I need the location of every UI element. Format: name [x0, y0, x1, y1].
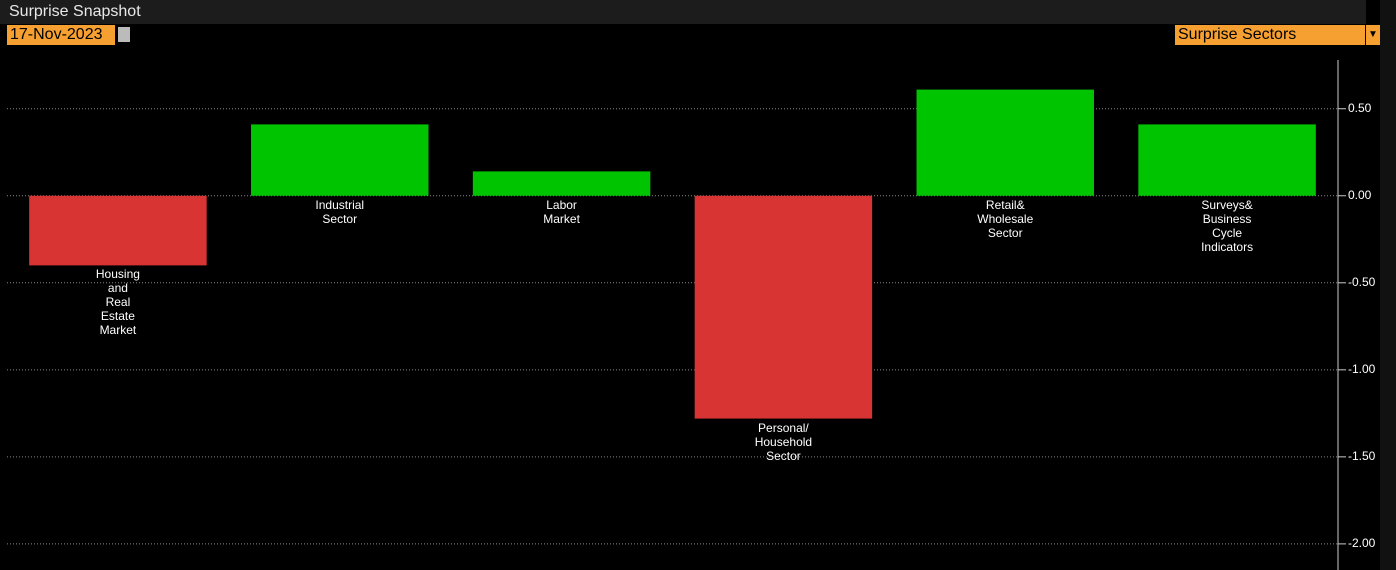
category-label: Surveys& Business Cycle Indicators [1201, 197, 1254, 254]
y-tick-label: -1.00 [1348, 362, 1376, 376]
dropdown-arrow[interactable]: ▼ [1366, 25, 1380, 45]
bar [472, 171, 651, 196]
date-field[interactable]: 17-Nov-2023 [7, 25, 115, 45]
y-tick-label: -1.50 [1348, 449, 1376, 463]
category-label: Industrial Sector [315, 197, 365, 226]
sector-dropdown[interactable]: Surprise Sectors [1175, 25, 1365, 45]
bar [29, 195, 207, 266]
bar [251, 124, 429, 196]
y-tick-label: -0.50 [1348, 275, 1376, 289]
scrollbar[interactable] [1380, 0, 1396, 570]
category-label: Personal/ Household Sector [754, 420, 813, 463]
y-tick-label: -2.00 [1348, 536, 1376, 550]
category-label: Labor Market [543, 197, 580, 226]
calendar-button[interactable] [118, 27, 130, 42]
bar [916, 89, 1094, 196]
category-label: Housing and Real Estate Market [95, 267, 140, 338]
category-label: Retail& Wholesale Sector [977, 197, 1034, 240]
window-title: Surprise Snapshot [0, 0, 1366, 24]
bar [694, 195, 873, 419]
y-tick-label: 0.50 [1348, 101, 1372, 115]
y-tick-label: 0.00 [1348, 188, 1372, 202]
bar [1138, 124, 1316, 196]
